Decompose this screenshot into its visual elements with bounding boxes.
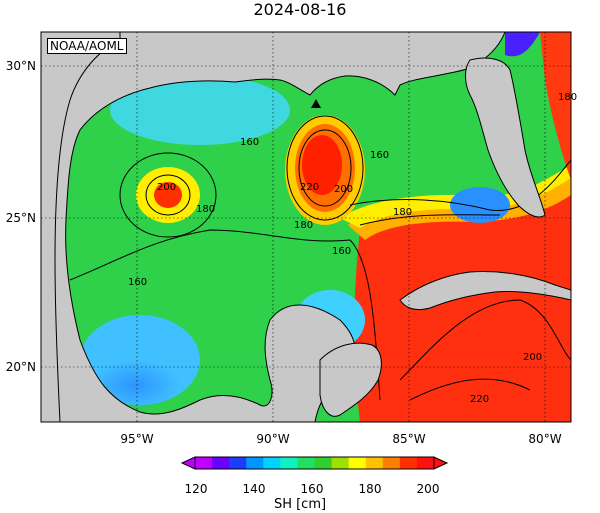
map-frame (40, 31, 572, 423)
graticule (41, 32, 571, 422)
yucatan-peninsula (319, 342, 382, 417)
colorbar-cell (314, 457, 333, 469)
loop-eddy-core (302, 135, 342, 195)
florida-peninsula (465, 57, 546, 218)
map-area (41, 32, 571, 422)
cold-corner (505, 32, 540, 57)
lon-label-85w: 85°W (392, 432, 426, 446)
station-marker-icon (311, 99, 321, 108)
lat-label-25n: 25°N (5, 211, 36, 225)
cool-shelf-north (110, 75, 290, 145)
colorbar-cell (297, 457, 315, 469)
colorbar-tick: 140 (242, 482, 266, 496)
colorbar-cell (246, 457, 264, 469)
lat-label-30n: 30°N (5, 59, 36, 73)
colorbar-cell (416, 457, 435, 469)
contour-label: 220 (300, 182, 319, 193)
contour-label: 200 (523, 352, 542, 363)
colorbar-tick: 180 (358, 482, 382, 496)
gulf-stream-warm (540, 32, 571, 180)
contour-label-group: 160 200 180 160 160 200 220 180 160 180 … (128, 92, 577, 405)
colorbar-tick: 160 (300, 482, 324, 496)
colorbar-cell (348, 457, 367, 469)
colorbar-cell (263, 457, 281, 469)
colorbar-cell (280, 457, 298, 469)
lon-label-95w: 95°W (120, 432, 154, 446)
lat-label-20n: 20°N (5, 360, 36, 374)
coast-label-land (41, 32, 121, 422)
contour-label: 220 (470, 394, 489, 405)
contour-label: 180 (196, 204, 215, 215)
colorbar-title: SH [cm] (273, 497, 327, 512)
west-eddy-core (154, 182, 182, 208)
colorbar-cell (382, 457, 401, 469)
contour-label: 160 (332, 246, 351, 257)
contour-label: 180 (294, 220, 313, 231)
colorbar-tick: 200 (416, 482, 440, 496)
colorbar-low-arrow (180, 456, 196, 470)
lon-label-90w: 90°W (256, 432, 290, 446)
contour-label: 200 (157, 182, 176, 193)
colorbar-tick: 120 (184, 482, 208, 496)
contour-label: 160 (370, 150, 389, 161)
warm-region (354, 190, 571, 422)
contour-label: 180 (558, 92, 577, 103)
contour-label: 200 (334, 184, 353, 195)
colorbar (180, 456, 449, 470)
map-title: 2024-08-16 (253, 0, 347, 19)
colorbar-cell (365, 457, 384, 469)
contour-label: 160 (128, 277, 147, 288)
colorbar-cell (399, 457, 418, 469)
colorbar-cell (212, 457, 230, 469)
colorbar-cell (229, 457, 247, 469)
cool-florida (450, 187, 510, 223)
contour-label: 160 (240, 137, 259, 148)
lon-label-80w: 80°W (528, 432, 562, 446)
colorbar-cell (331, 457, 350, 469)
credit-label: NOAA/AOML (47, 38, 127, 54)
contour-lines (69, 115, 571, 401)
contour-label: 180 (393, 207, 412, 218)
colorbar-high-arrow (433, 456, 449, 470)
colorbar-cell (195, 457, 213, 469)
colorbar-cells (194, 456, 435, 470)
cuba (399, 271, 571, 311)
